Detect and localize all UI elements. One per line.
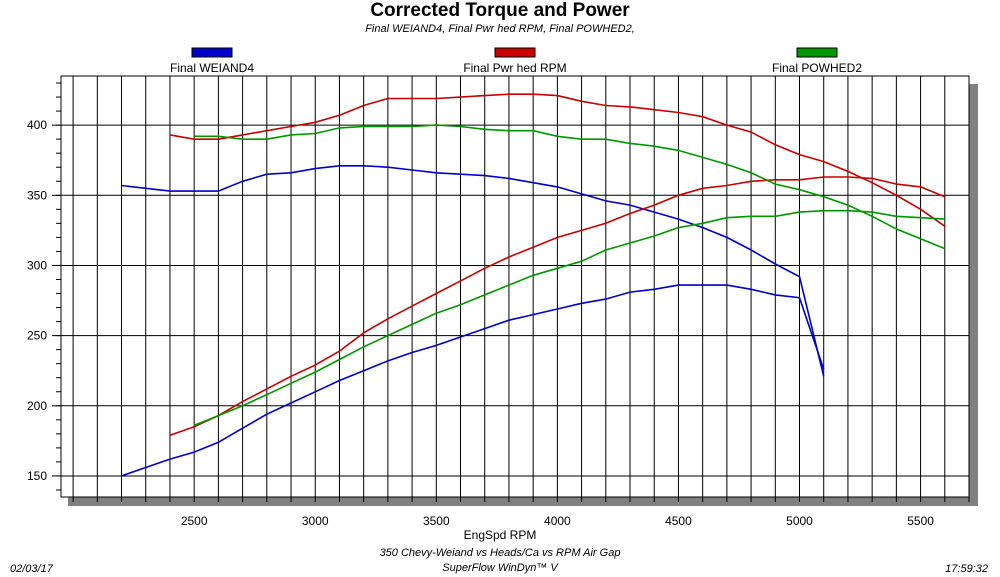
legend-swatch-final-weiand4	[191, 47, 233, 58]
footer-software: SuperFlow WinDyn™ V	[442, 562, 558, 574]
series-final-pwr-hed-rpm-torque-line	[169, 93, 946, 227]
series-final-weiand4-power-line	[121, 284, 825, 477]
y-tick-label: 400	[27, 118, 47, 132]
series-final-powhed2-power-line	[193, 209, 945, 427]
legend: Final WEIAND4 Final Pwr hed RPM Final POWH…	[170, 47, 862, 75]
x-axis-label: EngSpd RPM	[464, 528, 537, 542]
y-tick-label: 200	[27, 399, 47, 413]
y-tick-label: 250	[27, 329, 47, 343]
y-tick-label: 350	[27, 188, 47, 202]
footer-description: 350 Chevy-Weiand vs Heads/Ca vs RPM Air …	[379, 547, 621, 559]
legend-swatch-final-pwr-hed-rpm	[494, 47, 536, 58]
x-tick-label: 5500	[907, 514, 934, 528]
series-final-pwr-hed-rpm-power-line	[169, 176, 946, 437]
series-lines	[121, 93, 946, 477]
x-tick-label: 3500	[423, 514, 450, 528]
legend-label-final-pwr-hed-rpm: Final Pwr hed RPM	[463, 61, 566, 75]
legend-label-final-powhed2: Final POWHED2	[772, 61, 862, 75]
series-final-powhed2-torque-line	[194, 124, 946, 250]
legend-swatch-final-powhed2	[796, 47, 838, 58]
footer-date: 02/03/17	[10, 563, 53, 575]
y-tick-label: 300	[27, 258, 47, 272]
grid-lines	[61, 76, 970, 497]
legend-label-final-weiand4: Final WEIAND4	[170, 61, 254, 75]
plot-area	[60, 75, 970, 498]
x-tick-label: 5000	[786, 514, 813, 528]
footer-time: 17:59:32	[945, 563, 988, 575]
series-final-weiand4-torque-line	[121, 165, 825, 377]
x-tick-label: 4000	[544, 514, 571, 528]
x-tick-label: 3000	[302, 514, 329, 528]
x-tick-label: 2500	[181, 514, 208, 528]
chart-subtitle: Final WEIAND4, Final Pwr hed RPM, Final …	[365, 23, 635, 35]
axis-ticks: 150 200 250 300 350 400 2500 3000 3500 4000 4500 50…	[27, 82, 970, 528]
x-tick-label: 4500	[665, 514, 692, 528]
y-tick-label: 150	[27, 469, 47, 483]
chart-title: Corrected Torque and Power	[370, 0, 630, 21]
